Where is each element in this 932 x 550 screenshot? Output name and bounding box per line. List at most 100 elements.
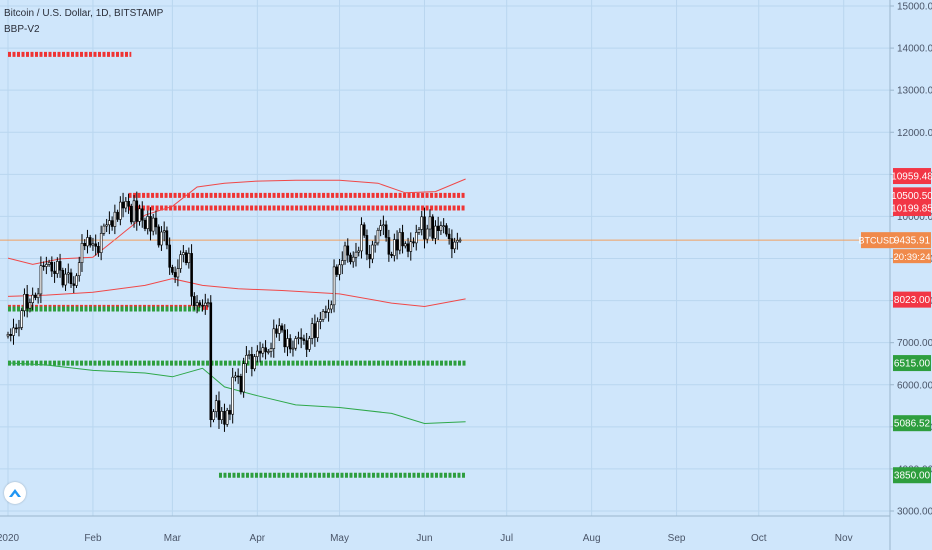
candle: [299, 337, 303, 340]
candle: [50, 261, 54, 272]
candle: [198, 302, 202, 306]
y-tick-label: 3000.00: [897, 507, 932, 518]
logo-icon: [9, 489, 21, 497]
candle: [58, 261, 62, 271]
x-tick-label: Apr: [250, 533, 266, 544]
symbol-title: Bitcoin / U.S. Dollar, 1D, BITSTAMP: [4, 8, 164, 19]
candle: [97, 246, 100, 253]
candle: [9, 333, 12, 336]
tradingview-logo[interactable]: [4, 482, 26, 504]
x-tick-label: Oct: [751, 533, 767, 544]
candle: [119, 201, 122, 220]
price-label-value: 10500.50: [891, 191, 932, 202]
candle: [80, 243, 84, 264]
candle: [392, 239, 396, 256]
price-label-box: [893, 200, 931, 217]
candle: [313, 323, 317, 338]
upper-band: [7, 178, 466, 265]
candle: [373, 242, 377, 246]
candle: [445, 225, 448, 235]
candle: [305, 340, 309, 350]
candle: [61, 269, 65, 286]
candle: [64, 273, 67, 286]
candle: [327, 308, 330, 313]
candle: [225, 410, 229, 425]
candle: [184, 252, 188, 264]
candle: [360, 224, 363, 252]
candle: [423, 216, 426, 240]
candle: [204, 302, 207, 306]
candle: [420, 216, 424, 230]
candle: [275, 328, 278, 334]
candle: [272, 328, 276, 349]
candle: [340, 260, 344, 266]
candle: [53, 270, 56, 274]
candle: [382, 224, 385, 227]
candle: [453, 241, 456, 250]
price-label-value: 3850.00: [894, 471, 931, 482]
candle: [332, 266, 336, 306]
candle: [280, 325, 284, 331]
candle: [165, 230, 169, 246]
candle: [335, 266, 339, 275]
candle: [390, 254, 393, 256]
candle: [160, 231, 163, 246]
candle: [250, 354, 254, 369]
candle: [88, 237, 92, 246]
middle-band: [7, 278, 466, 308]
candle: [324, 311, 328, 313]
x-tick-label: Sep: [668, 533, 686, 544]
candle: [135, 200, 139, 222]
price-label-box: [893, 415, 931, 432]
candle: [91, 243, 95, 246]
candle: [456, 240, 459, 243]
y-tick-label: 12000.00: [897, 128, 932, 139]
candle: [349, 254, 352, 263]
candle: [316, 321, 319, 338]
candle: [288, 338, 292, 350]
candle: [406, 243, 410, 252]
candle: [258, 350, 262, 354]
candle: [264, 347, 267, 353]
candle: [436, 225, 440, 232]
candle: [368, 254, 372, 260]
candle: [121, 201, 125, 209]
candle: [124, 201, 128, 209]
candle: [110, 220, 114, 227]
candle: [25, 293, 29, 309]
candle: [236, 375, 240, 378]
candle: [193, 296, 196, 306]
price-label-box: [893, 467, 931, 484]
candle: [362, 224, 366, 236]
candle: [398, 232, 402, 251]
candle: [47, 261, 51, 265]
price-label-box: [893, 232, 931, 249]
x-tick-label: 2020: [0, 533, 20, 544]
candle: [351, 256, 355, 263]
candle: [34, 294, 37, 298]
indicator-name: BBP-V2: [4, 24, 40, 35]
candle: [255, 350, 259, 357]
candle: [239, 375, 243, 393]
candle: [132, 200, 136, 223]
candle: [209, 302, 213, 421]
candle: [277, 325, 281, 334]
candle: [162, 230, 166, 233]
candle: [376, 230, 380, 244]
candle: [149, 216, 152, 232]
candle: [12, 327, 15, 336]
price-label-resistance: 8023.00: [893, 291, 931, 308]
candle: [127, 201, 130, 207]
price-label-support: 6515.00: [893, 355, 931, 372]
candle: [36, 293, 40, 298]
price-label-box: [893, 187, 931, 204]
candle: [450, 238, 454, 250]
candle: [179, 254, 182, 269]
candle: [379, 225, 382, 231]
price-label-value: 5086.52: [894, 419, 931, 430]
candle: [28, 302, 32, 309]
candle: [138, 208, 141, 222]
candle: [302, 338, 306, 341]
candle: [458, 239, 462, 242]
